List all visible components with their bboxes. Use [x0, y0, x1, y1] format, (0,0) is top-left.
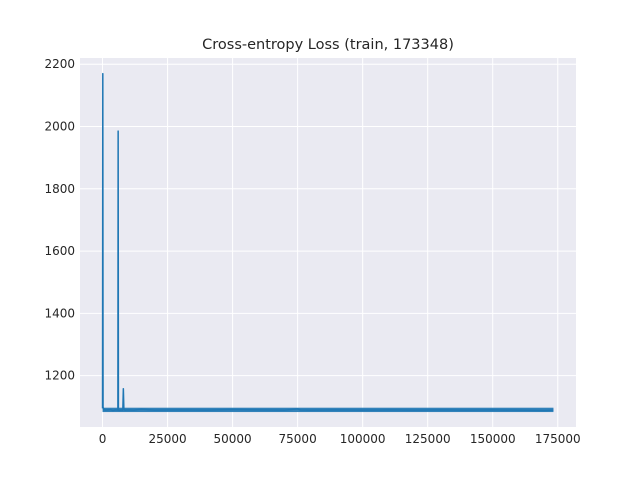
x-tick-label: 175000 — [535, 432, 581, 446]
x-tick-label: 25000 — [148, 432, 186, 446]
y-tick-label: 2200 — [44, 57, 75, 71]
x-axis-ticks: 0 25000 50000 75000 100000 125000 150000 175000 — [99, 432, 581, 446]
y-tick-label: 1800 — [44, 182, 75, 196]
x-tick-label: 50000 — [214, 432, 252, 446]
x-tick-label: 75000 — [279, 432, 317, 446]
y-tick-label: 1400 — [44, 306, 75, 320]
plot-area — [80, 58, 576, 427]
x-tick-label: 100000 — [340, 432, 386, 446]
x-tick-label: 125000 — [405, 432, 451, 446]
y-tick-label: 2000 — [44, 120, 75, 134]
x-tick-label: 0 — [99, 432, 107, 446]
chart-title: Cross-entropy Loss (train, 173348) — [202, 37, 454, 53]
y-tick-label: 1200 — [44, 369, 75, 383]
x-tick-label: 150000 — [470, 432, 516, 446]
y-tick-label: 1600 — [44, 244, 75, 258]
